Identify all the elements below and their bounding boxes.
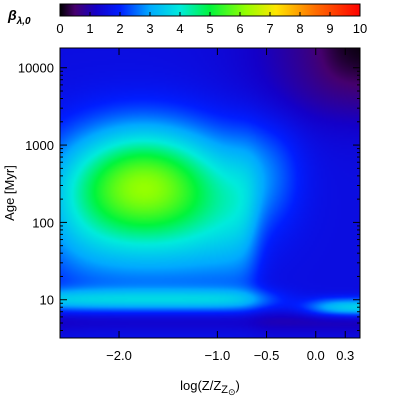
heatmap-image bbox=[60, 48, 360, 338]
colorbar-tick-label: 1 bbox=[86, 21, 93, 36]
colorbar-title: βλ,0 bbox=[7, 7, 31, 27]
y-axis-ticks: 10 100 1000 10000 bbox=[18, 61, 360, 332]
x-axis-title-text: log(Z/Z bbox=[180, 378, 221, 393]
colorbar-tick-label: 3 bbox=[146, 21, 153, 36]
colorbar-tick-label: 2 bbox=[116, 21, 123, 36]
y-tick-label: 10000 bbox=[18, 61, 54, 76]
y-axis-title: Age [Myr] bbox=[2, 165, 17, 221]
colorbar-ticks: 0 1 2 3 4 5 6 7 8 9 10 bbox=[56, 12, 367, 36]
heatmap-plot: −2.0 −1.0 −0.5 0.0 0.3 10 100 1000 10000 bbox=[18, 47, 361, 363]
x-tick-label: −1.0 bbox=[205, 348, 231, 363]
x-axis-title: log(Z/ZZ⊙) bbox=[180, 378, 240, 397]
colorbar-tick-label: 9 bbox=[326, 21, 333, 36]
colorbar-tick-label: 6 bbox=[236, 21, 243, 36]
x-axis-title-sub-open: Z bbox=[221, 384, 228, 396]
x-axis-title-sun-symbol: ⊙ bbox=[228, 387, 236, 397]
colorbar-tick-label: 4 bbox=[176, 21, 183, 36]
colorbar-title-symbol: β bbox=[7, 7, 17, 23]
colorbar-tick-label: 5 bbox=[206, 21, 213, 36]
y-tick-label: 10 bbox=[40, 293, 54, 308]
colorbar-tick-label: 10 bbox=[353, 21, 367, 36]
colorbar-tick-label: 0 bbox=[56, 21, 63, 36]
x-tick-label: 0.3 bbox=[336, 348, 354, 363]
colorbar: 0 1 2 3 4 5 6 7 8 9 10 βλ,0 bbox=[7, 3, 367, 36]
colorbar-tick-label: 8 bbox=[296, 21, 303, 36]
colorbar-tick-label: 7 bbox=[266, 21, 273, 36]
x-axis-title-close: ) bbox=[236, 378, 240, 393]
y-axis-title-unit: [Myr] bbox=[2, 165, 17, 194]
y-axis-title-text: Age bbox=[2, 198, 17, 221]
y-tick-label: 100 bbox=[32, 215, 54, 230]
colorbar-title-subscript: λ,0 bbox=[16, 16, 31, 27]
plot-frame bbox=[59, 47, 361, 339]
x-axis-ticks: −2.0 −1.0 −0.5 0.0 0.3 bbox=[106, 48, 354, 363]
x-tick-label: −2.0 bbox=[106, 348, 132, 363]
y-tick-label: 1000 bbox=[25, 138, 54, 153]
x-tick-label: 0.0 bbox=[307, 348, 325, 363]
x-tick-label: −0.5 bbox=[254, 348, 280, 363]
